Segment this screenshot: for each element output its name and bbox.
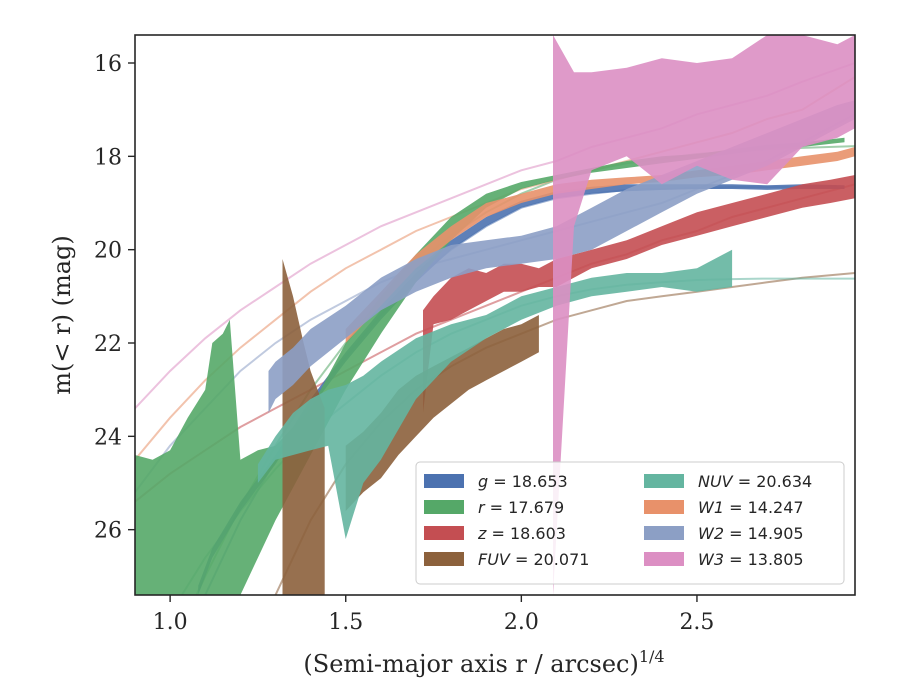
legend-label-w1: W1 = 14.247 xyxy=(698,498,804,517)
legend: g = 18.653 r = 17.679 z = 18.603 FUV = 20.0… xyxy=(415,461,845,585)
y-tick-label: 18 xyxy=(94,145,122,170)
legend-label-r: r = 17.679 xyxy=(478,498,564,517)
plot-frame xyxy=(134,34,856,596)
legend-swatch-nuv xyxy=(644,474,684,488)
band-w1 xyxy=(345,147,855,343)
data-bands xyxy=(135,35,855,595)
x-tick-label: 2.0 xyxy=(504,610,539,635)
y-tick-label: 24 xyxy=(94,425,122,450)
x-tick-label: 1.0 xyxy=(153,610,188,635)
y-axis: 16 18 20 22 24 26 xyxy=(94,52,135,544)
x-axis-label: (Semi-major axis r / arcsec)1/4 xyxy=(303,647,664,678)
y-tick-label: 26 xyxy=(94,519,122,544)
legend-label-w2: W2 = 14.905 xyxy=(698,524,804,543)
band-z xyxy=(423,175,855,413)
legend-swatch-z xyxy=(424,526,464,540)
legend-label-w3: W3 = 13.805 xyxy=(698,550,804,569)
legend-swatch-r xyxy=(424,500,464,514)
x-tick-label: 2.5 xyxy=(679,610,714,635)
x-axis: 1.0 1.5 2.0 2.5 xyxy=(153,595,714,635)
x-tick-label: 1.5 xyxy=(328,610,363,635)
band-r xyxy=(135,137,845,595)
legend-label-z: z = 18.603 xyxy=(477,524,566,543)
y-axis-label: m(< r) (mag) xyxy=(48,235,76,394)
legend-label-nuv: NUV = 20.634 xyxy=(698,472,812,491)
legend-label-g: g = 18.653 xyxy=(478,472,568,491)
y-tick-label: 16 xyxy=(94,52,122,77)
legend-label-fuv: FUV = 20.071 xyxy=(478,550,589,569)
band-w3 xyxy=(553,35,855,595)
legend-swatch-g xyxy=(424,474,464,488)
legend-swatch-w3 xyxy=(644,552,684,566)
y-tick-label: 20 xyxy=(94,239,122,264)
legend-swatch-w1 xyxy=(644,500,684,514)
legend-frame xyxy=(415,461,845,585)
legend-swatch-fuv xyxy=(424,552,464,566)
band-fuv-segment-2 xyxy=(345,315,539,511)
legend-swatch-w2 xyxy=(644,526,684,540)
y-tick-label: 22 xyxy=(94,332,122,357)
band-nuv xyxy=(257,249,733,539)
